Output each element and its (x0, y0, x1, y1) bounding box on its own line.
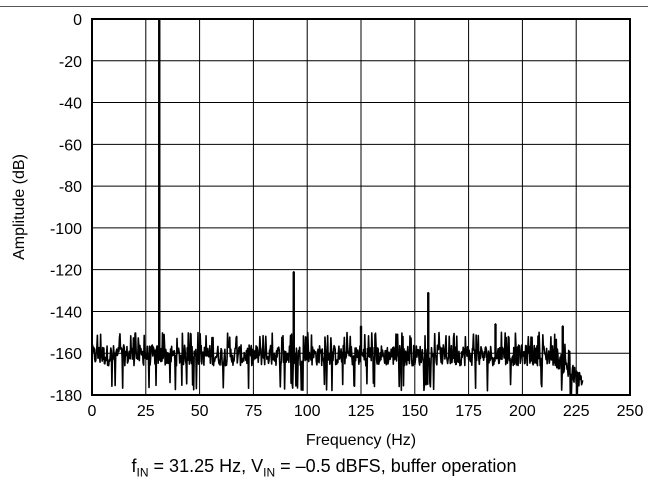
plot-frame (91, 18, 631, 396)
spectrum-chart: 0 25 50 75 100 125 150 175 200 225 250 0 -20 -40 -60 -… (11, 12, 644, 449)
y-tick-label: 0 (73, 12, 82, 29)
x-tick-label: 50 (191, 403, 209, 420)
y-tick-label: -60 (59, 137, 82, 154)
x-tick-label: 150 (401, 403, 428, 420)
y-tick-label: -140 (50, 304, 82, 321)
x-tick-label: 25 (137, 403, 155, 420)
x-tick-label: 250 (617, 403, 644, 420)
x-tick-labels: 0 25 50 75 100 125 150 175 200 225 250 (88, 403, 644, 420)
caption-f: f (131, 456, 137, 476)
x-tick-label: 75 (245, 403, 263, 420)
x-axis-label: Frequency (Hz) (306, 432, 416, 449)
chart-caption: fIN = 31.25 Hz, VIN = –0.5 dBFS, buffer … (0, 456, 648, 480)
caption-f-value: = 31.25 Hz, V (148, 456, 264, 476)
y-tick-label: -180 (50, 388, 82, 405)
y-tick-label: -40 (59, 96, 82, 113)
caption-rest: = –0.5 dBFS, buffer operation (275, 456, 517, 476)
x-tick-label: 0 (88, 403, 97, 420)
x-tick-label: 225 (563, 403, 590, 420)
y-axis-label: Amplitude (dB) (11, 154, 28, 260)
x-tick-label: 125 (348, 403, 375, 420)
y-tick-label: -20 (59, 54, 82, 71)
x-tick-label: 200 (509, 403, 536, 420)
y-tick-label: -120 (50, 263, 82, 280)
x-tick-label: 100 (294, 403, 321, 420)
y-tick-label: -80 (59, 179, 82, 196)
y-tick-label: -100 (50, 221, 82, 238)
y-tick-labels: 0 -20 -40 -60 -80 -100 -120 -140 -160 -180 (50, 12, 82, 405)
top-rule (0, 6, 648, 7)
caption-f-sub: IN (136, 465, 149, 480)
spectrum-line (91, 19, 584, 396)
spectrum-trace (91, 19, 584, 396)
caption-v-sub: IN (263, 465, 276, 480)
x-tick-label: 175 (455, 403, 482, 420)
y-tick-label: -160 (50, 346, 82, 363)
